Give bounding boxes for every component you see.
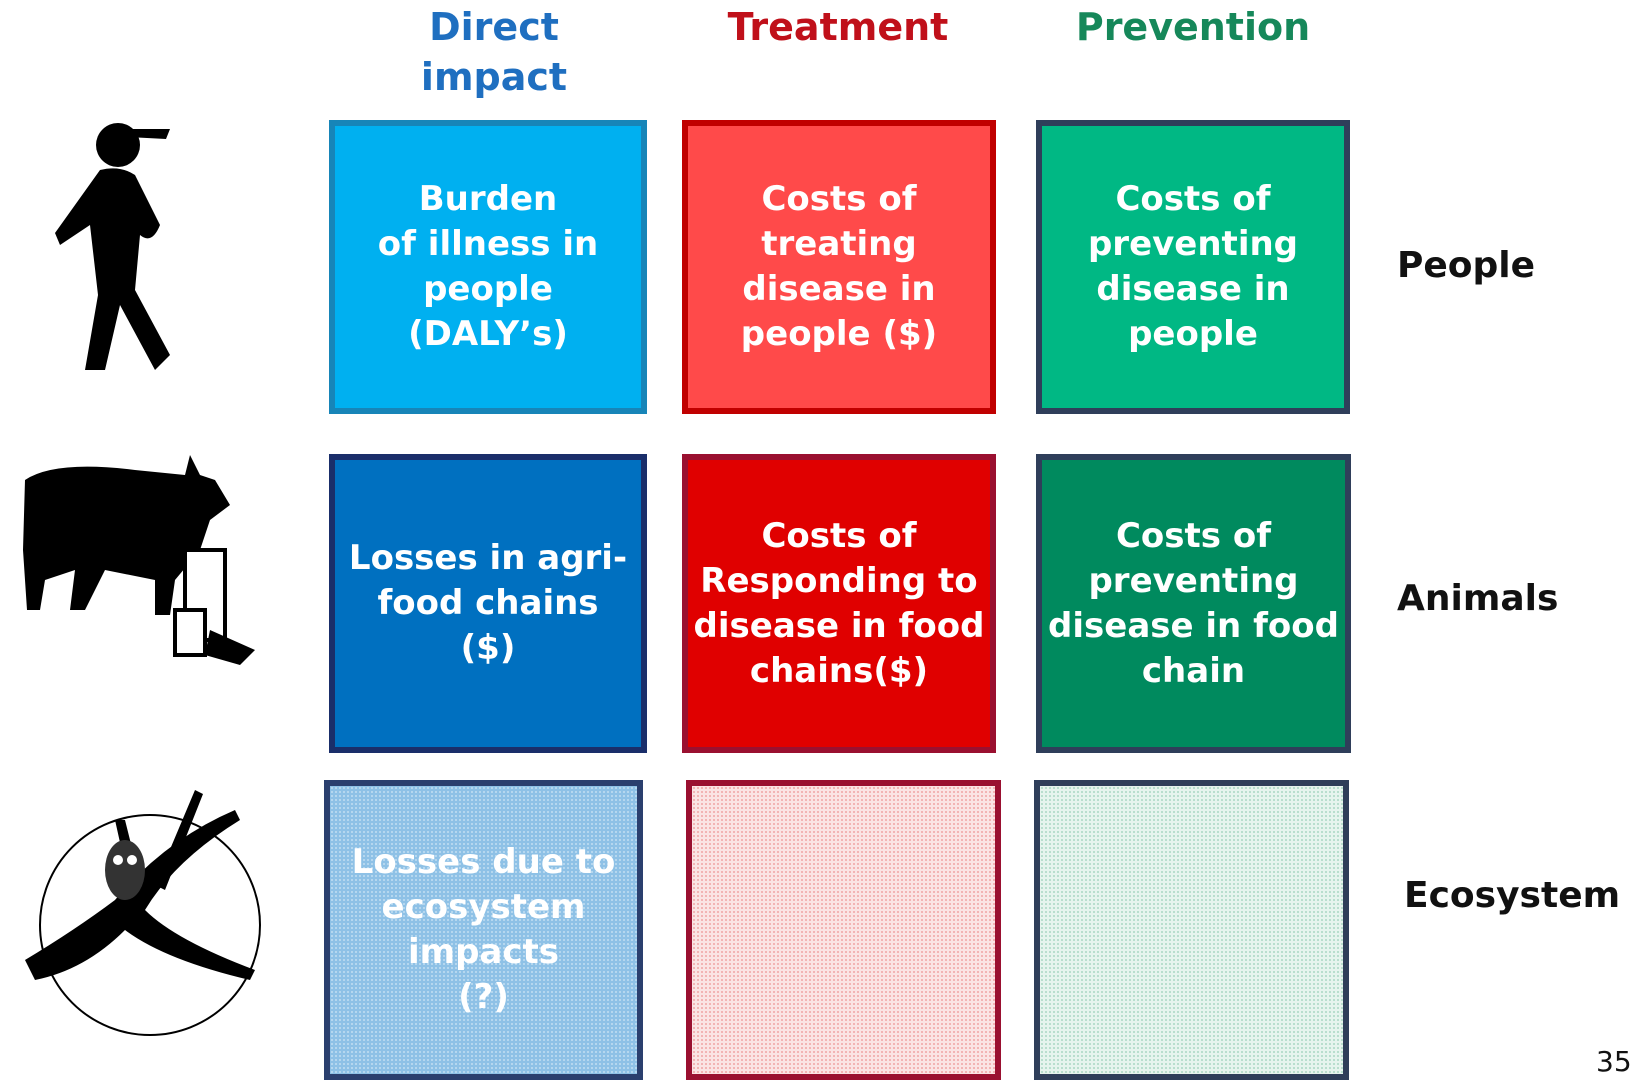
cell: Costs of preventing disease in people — [1036, 120, 1350, 414]
cell: Burden of illness in people (DALY’s) — [329, 120, 647, 414]
page-number: 35 — [1596, 1045, 1630, 1078]
row-label: Ecosystem — [1404, 875, 1621, 916]
owl-tree-icon — [25, 790, 261, 1036]
cell: Costs of preventing disease in food chai… — [1036, 454, 1351, 753]
cow-icon — [23, 455, 255, 665]
person-icon — [55, 123, 170, 370]
row-label: People — [1397, 245, 1536, 286]
empty-cell — [1034, 780, 1349, 1080]
cell: Costs of treating disease in people ($) — [682, 120, 996, 414]
row-label: Animals — [1397, 578, 1559, 619]
column-header: Prevention — [1075, 5, 1311, 49]
column-header: Direct impact — [420, 5, 568, 99]
column-header: Treatment — [727, 5, 949, 49]
cell: Losses in agri- food chains ($) — [329, 454, 647, 753]
cell: Losses due to ecosystem impacts (?) — [324, 780, 643, 1080]
empty-cell — [686, 780, 1001, 1080]
cell: Costs of Responding to disease in food c… — [682, 454, 996, 753]
